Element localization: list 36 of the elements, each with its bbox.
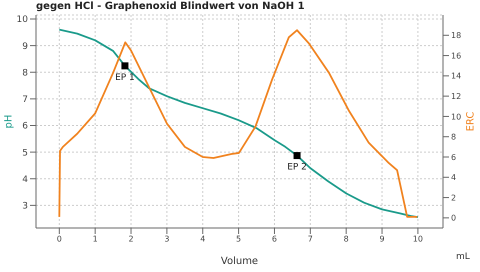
x-axis-title: Volume [220, 256, 258, 267]
y-tick-label: 4 [22, 174, 28, 185]
x-tick-label: 10 [412, 234, 423, 244]
x-tick-label: 4 [200, 234, 206, 244]
y-tick-label: 8 [22, 68, 28, 78]
y2-tick-label: 14 [451, 72, 462, 81]
y-tick-label: 7 [22, 95, 28, 106]
x-tick-label: 0 [56, 234, 62, 244]
x-tick-label: 5 [236, 234, 242, 244]
x-tick-label: 2 [128, 234, 134, 244]
y2-tick-label: 2 [451, 193, 456, 202]
y2-tick-label: 18 [451, 31, 462, 40]
y2-tick-label: 12 [451, 92, 462, 101]
x-tick-label: 6 [272, 234, 278, 244]
x-tick-label: 9 [379, 234, 385, 244]
y-tick-label: 10 [16, 15, 28, 26]
y-tick-label: 5 [22, 148, 28, 158]
x-tick-label: 7 [308, 234, 313, 244]
chart-title: gegen HCl - Graphenoxid Blindwert von NaOH 1 [36, 1, 305, 12]
y-tick-label: 9 [22, 42, 28, 52]
y-tick-label: 3 [22, 202, 28, 212]
x-tick-label: 8 [344, 234, 349, 244]
x-tick-label: 3 [164, 234, 170, 244]
y-axis-title: pH [4, 114, 14, 128]
y2-tick-label: 8 [451, 132, 456, 142]
y-tick-label: 6 [22, 122, 28, 132]
y2-tick-label: 0 [451, 214, 456, 223]
y2-axis-title: ERC [466, 112, 476, 132]
y2-tick-label: 6 [451, 152, 456, 162]
text: mL [456, 252, 470, 262]
x-tick-label: 1 [92, 234, 98, 244]
y2-tick-label: 16 [451, 51, 462, 60]
annotation: EP 1 [115, 72, 135, 83]
y2-tick-label: 10 [451, 112, 462, 122]
y2-tick-label: 4 [451, 173, 456, 182]
annotation: EP 2 [287, 162, 307, 173]
